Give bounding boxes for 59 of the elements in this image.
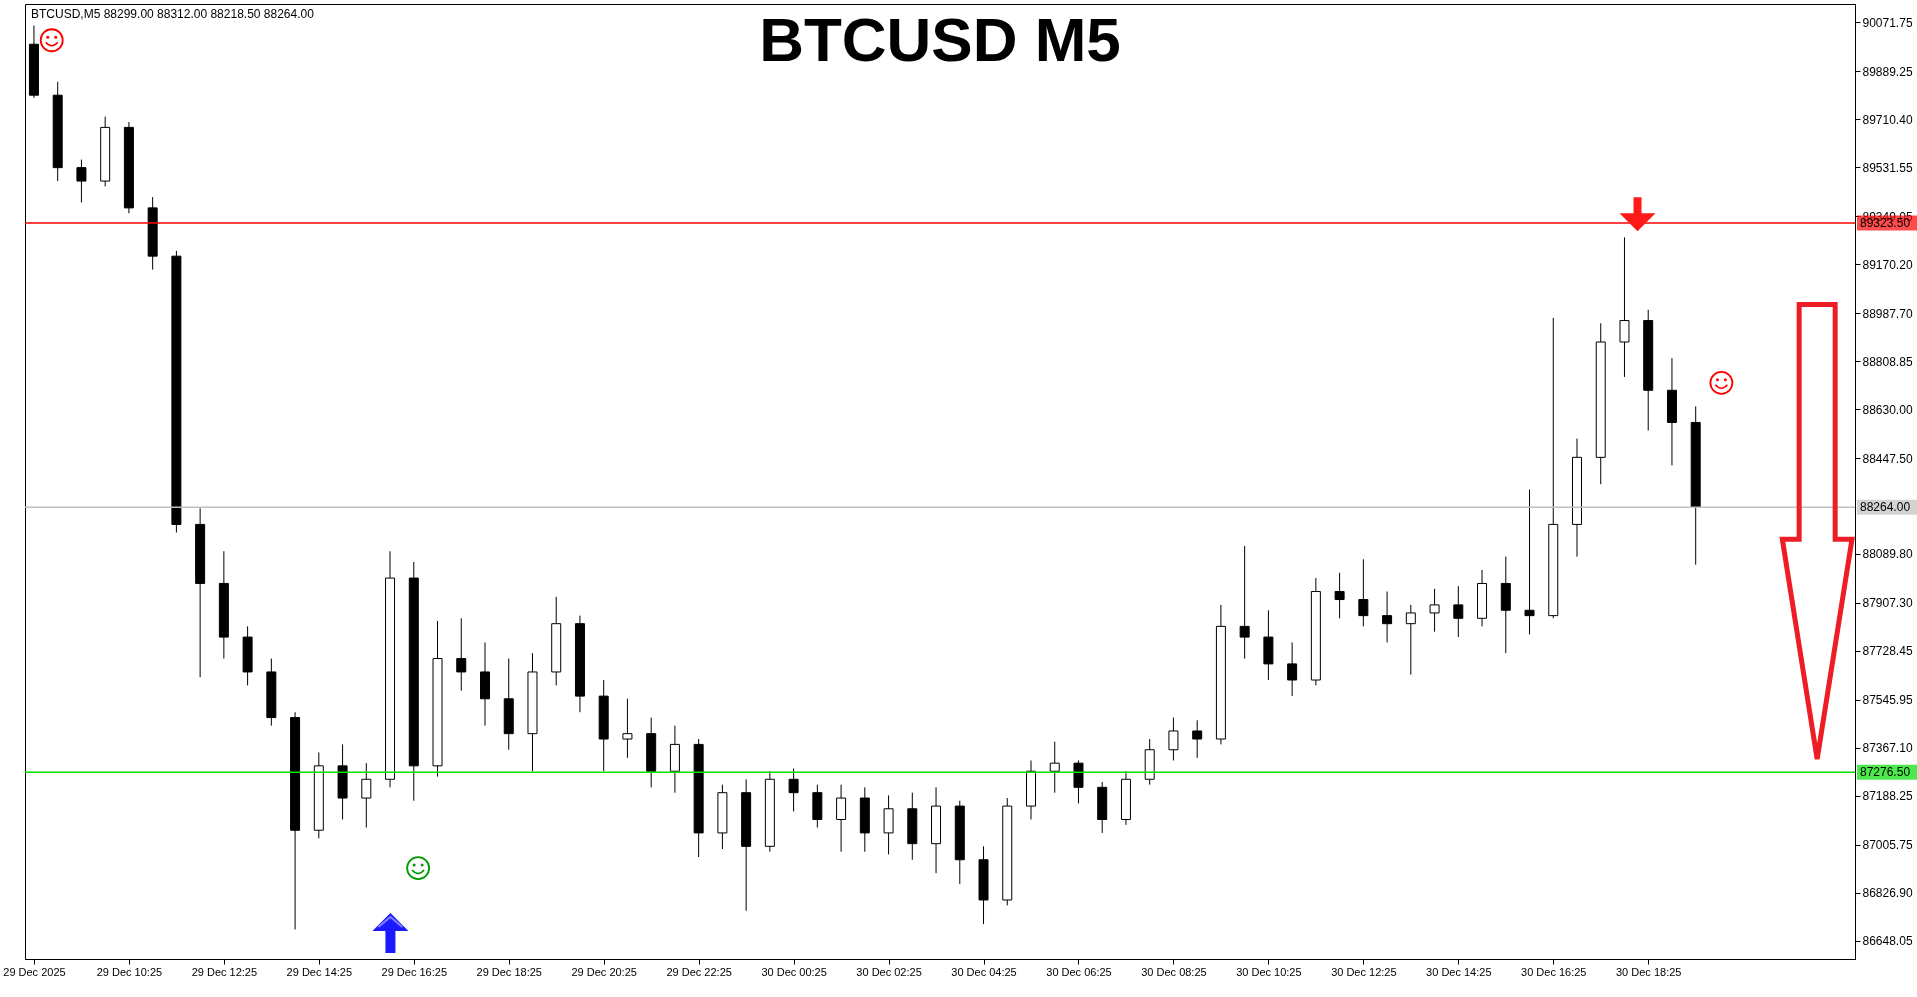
x-tick-label: 30 Dec 02:25 <box>856 965 922 978</box>
candlestick <box>1429 588 1440 633</box>
x-tick-label: 29 Dec 2025 <box>3 965 66 978</box>
candlestick <box>1382 590 1393 643</box>
y-tick-label: 89889.25 <box>1862 64 1913 79</box>
x-tick-label: 30 Dec 04:25 <box>951 965 1017 978</box>
candlestick <box>1287 641 1298 697</box>
x-tick-label: 29 Dec 18:25 <box>476 965 542 978</box>
candlestick <box>788 768 799 812</box>
x-tick-label: 29 Dec 12:25 <box>191 965 258 978</box>
candlestick <box>1334 572 1345 619</box>
y-tick-label: 88630.00 <box>1862 402 1913 417</box>
candlestick <box>622 698 633 759</box>
x-tick-label: 30 Dec 10:25 <box>1236 965 1302 978</box>
x-tick-label: 30 Dec 00:25 <box>761 965 827 978</box>
candlestick <box>1524 489 1535 635</box>
x-tick-label: 30 Dec 08:25 <box>1141 965 1207 978</box>
y-tick-label: 86826.90 <box>1862 886 1913 901</box>
x-tick-label: 29 Dec 22:25 <box>666 965 732 978</box>
x-tick-label: 30 Dec 14:25 <box>1426 965 1492 978</box>
candlestick <box>361 762 372 829</box>
x-tick-label: 29 Dec 14:25 <box>286 965 353 978</box>
x-tick-label: 29 Dec 20:25 <box>571 965 637 978</box>
y-tick-label: 88089.80 <box>1862 547 1913 562</box>
y-tick-label: 89531.55 <box>1862 160 1913 175</box>
candlestick <box>1168 717 1179 761</box>
y-tick-label: 87728.45 <box>1862 644 1913 659</box>
y-tick-label: 87907.30 <box>1862 596 1913 611</box>
y-tick-label: 88987.70 <box>1862 306 1913 321</box>
y-tick-label: 87188.25 <box>1862 789 1913 804</box>
ref-line-label: 88264.00 <box>1860 500 1911 515</box>
y-tick-label: 86648.05 <box>1862 934 1913 949</box>
candlestick <box>1049 741 1060 794</box>
candlestick <box>1239 545 1250 660</box>
y-tick-label: 88447.50 <box>1862 451 1913 466</box>
y-tick-label: 87545.95 <box>1862 693 1913 708</box>
candlestick <box>1619 236 1630 378</box>
x-tick-label: 30 Dec 18:25 <box>1616 965 1682 978</box>
x-tick-label: 30 Dec 16:25 <box>1521 965 1587 978</box>
candlestick <box>836 784 847 853</box>
x-tick-label: 30 Dec 06:25 <box>1046 965 1112 978</box>
candlestick <box>456 617 467 692</box>
x-tick-label: 29 Dec 10:25 <box>96 965 163 978</box>
candlestick <box>1453 585 1464 638</box>
x-tick-label: 29 Dec 16:25 <box>381 965 447 978</box>
ref-line-label: 87276.50 <box>1860 765 1911 780</box>
candlestick <box>1358 558 1369 627</box>
y-tick-label: 89170.20 <box>1862 257 1913 272</box>
x-tick-label: 30 Dec 12:25 <box>1331 965 1397 978</box>
chart-title: BTCUSD M5 <box>759 5 1121 74</box>
candlestick <box>76 159 87 204</box>
annotation: BTCUSD,M5 88299.00 88312.00 88218.50 88264.00 <box>31 7 315 21</box>
y-tick-label: 87005.75 <box>1862 838 1913 853</box>
candlestick <box>1192 719 1203 759</box>
y-tick-label: 89710.40 <box>1862 112 1913 127</box>
candlestick <box>1405 604 1416 676</box>
y-tick-label: 87367.10 <box>1862 741 1913 756</box>
y-tick-label: 90071.75 <box>1862 15 1913 30</box>
y-tick-label: 88808.85 <box>1862 354 1913 369</box>
